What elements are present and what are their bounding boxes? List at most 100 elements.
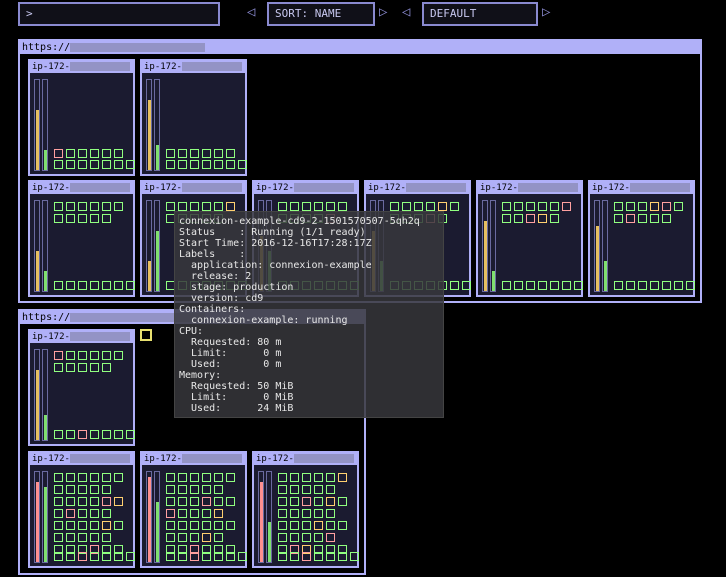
pod[interactable] — [78, 521, 87, 530]
pod[interactable] — [202, 497, 211, 506]
pod[interactable] — [102, 214, 111, 223]
pod[interactable] — [114, 149, 123, 158]
pod[interactable] — [326, 497, 335, 506]
pod[interactable] — [278, 545, 287, 554]
pod[interactable] — [102, 149, 111, 158]
pod[interactable] — [302, 473, 311, 482]
pod[interactable] — [338, 552, 347, 561]
node[interactable]: ip-172- — [28, 329, 135, 446]
pod[interactable] — [626, 281, 635, 290]
pod[interactable] — [562, 202, 571, 211]
pod[interactable] — [114, 552, 123, 561]
search-input[interactable]: > — [18, 2, 220, 26]
pod[interactable] — [226, 545, 235, 554]
pod[interactable] — [278, 533, 287, 542]
pod[interactable] — [178, 497, 187, 506]
pod[interactable] — [314, 552, 323, 561]
pod[interactable] — [190, 509, 199, 518]
pod[interactable] — [550, 202, 559, 211]
pod[interactable] — [226, 160, 235, 169]
pod[interactable] — [102, 545, 111, 554]
pod[interactable] — [214, 545, 223, 554]
pod[interactable] — [538, 202, 547, 211]
pod[interactable] — [178, 545, 187, 554]
pod[interactable] — [538, 214, 547, 223]
pod[interactable] — [78, 473, 87, 482]
pod[interactable] — [302, 521, 311, 530]
pod[interactable] — [66, 363, 75, 372]
pod[interactable] — [54, 545, 63, 554]
pod[interactable] — [214, 202, 223, 211]
pod[interactable] — [178, 202, 187, 211]
pod[interactable] — [326, 521, 335, 530]
pod[interactable] — [202, 552, 211, 561]
sort-next[interactable]: ▷ — [379, 4, 388, 20]
pod[interactable] — [390, 202, 399, 211]
pod[interactable] — [114, 351, 123, 360]
pod[interactable] — [302, 202, 311, 211]
pod[interactable] — [326, 485, 335, 494]
pod[interactable] — [54, 351, 63, 360]
pod[interactable] — [214, 509, 223, 518]
pod[interactable] — [214, 149, 223, 158]
pod[interactable] — [402, 202, 411, 211]
pod[interactable] — [78, 497, 87, 506]
pod[interactable] — [526, 281, 535, 290]
pod[interactable] — [202, 485, 211, 494]
pod[interactable] — [54, 521, 63, 530]
pod[interactable] — [574, 281, 583, 290]
pod[interactable] — [350, 552, 359, 561]
filter-field[interactable]: DEFAULT — [422, 2, 538, 26]
pod[interactable] — [662, 281, 671, 290]
pod[interactable] — [202, 533, 211, 542]
pod[interactable] — [166, 521, 175, 530]
pod[interactable] — [102, 485, 111, 494]
pod[interactable] — [90, 160, 99, 169]
pod[interactable] — [302, 485, 311, 494]
pod[interactable] — [178, 533, 187, 542]
pod[interactable] — [114, 202, 123, 211]
pod[interactable] — [514, 281, 523, 290]
pod[interactable] — [526, 214, 535, 223]
pod[interactable] — [290, 202, 299, 211]
pod[interactable] — [66, 552, 75, 561]
pod[interactable] — [78, 149, 87, 158]
pod[interactable] — [90, 509, 99, 518]
pod[interactable] — [414, 202, 423, 211]
pod[interactable] — [90, 552, 99, 561]
pod[interactable] — [90, 521, 99, 530]
pod[interactable] — [614, 281, 623, 290]
pod[interactable] — [54, 509, 63, 518]
pod[interactable] — [90, 545, 99, 554]
pod[interactable] — [166, 473, 175, 482]
pod[interactable] — [166, 160, 175, 169]
pod[interactable] — [78, 545, 87, 554]
pod[interactable] — [90, 485, 99, 494]
pod[interactable] — [102, 533, 111, 542]
pod[interactable] — [178, 160, 187, 169]
pod[interactable] — [78, 160, 87, 169]
pod[interactable] — [66, 281, 75, 290]
pod[interactable] — [314, 202, 323, 211]
pod[interactable] — [502, 202, 511, 211]
pod[interactable] — [338, 497, 347, 506]
pod[interactable] — [178, 521, 187, 530]
pod[interactable] — [66, 485, 75, 494]
pod[interactable] — [66, 351, 75, 360]
sort-field[interactable]: SORT: NAME — [267, 2, 375, 26]
pod[interactable] — [302, 497, 311, 506]
pod[interactable] — [438, 202, 447, 211]
pod[interactable] — [290, 473, 299, 482]
pod[interactable] — [338, 202, 347, 211]
pod[interactable] — [166, 545, 175, 554]
pod[interactable] — [178, 473, 187, 482]
pod[interactable] — [326, 545, 335, 554]
pod[interactable] — [102, 473, 111, 482]
pod[interactable] — [90, 202, 99, 211]
pod[interactable] — [238, 160, 247, 169]
pod[interactable] — [102, 160, 111, 169]
pod[interactable] — [102, 552, 111, 561]
pod[interactable] — [226, 202, 235, 211]
pod[interactable] — [166, 149, 175, 158]
pod[interactable] — [278, 497, 287, 506]
